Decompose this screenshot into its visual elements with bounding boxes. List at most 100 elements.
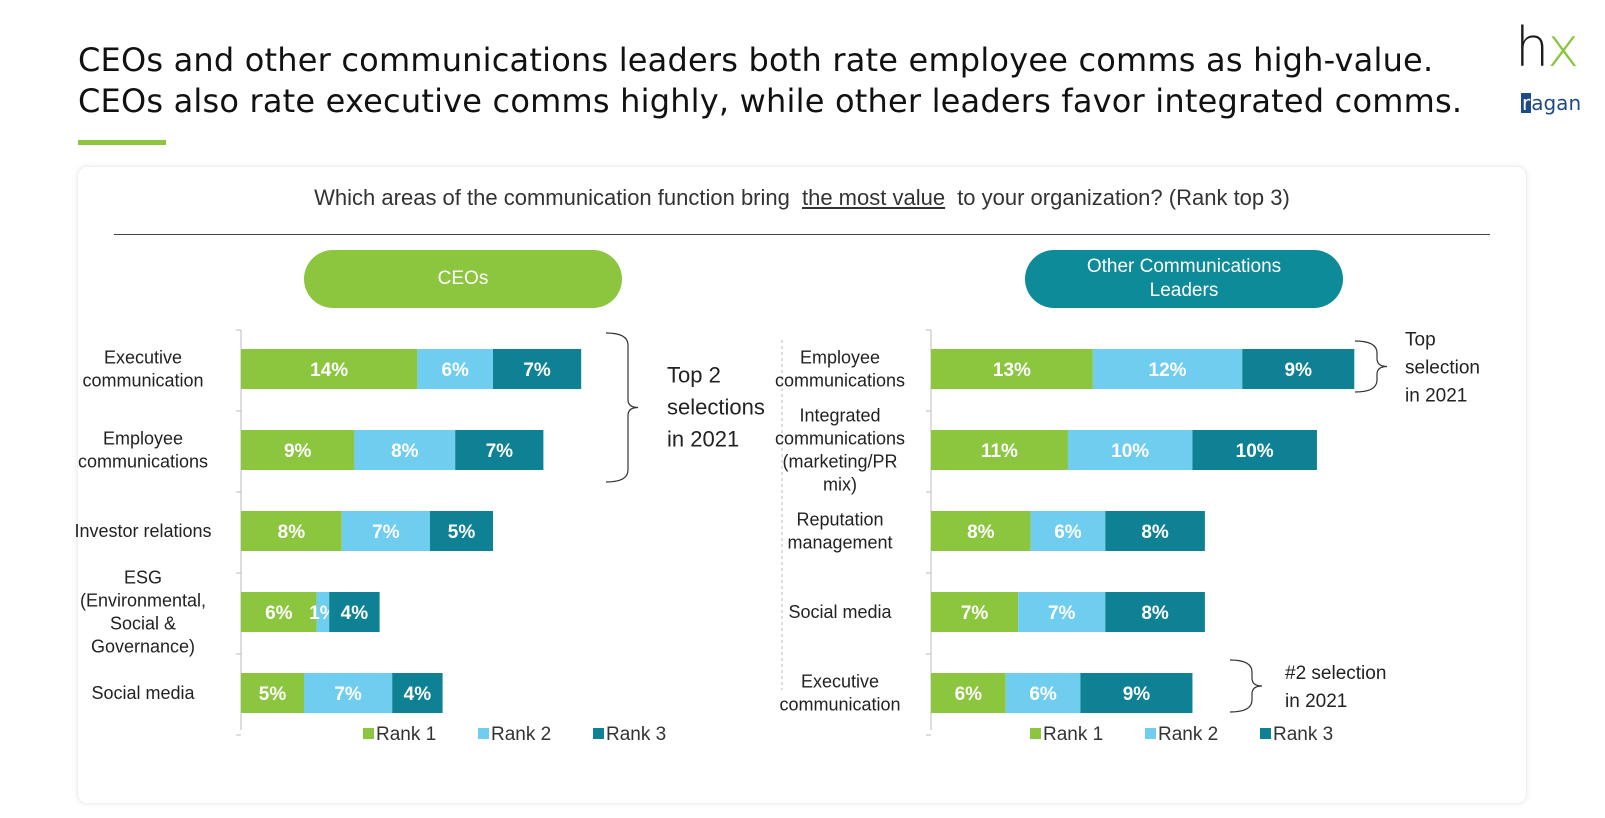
other-annotation-text: in 2021 [1285,691,1347,712]
ceo-bar-segment-rank1 [241,430,355,470]
ceo-legend-swatch [593,728,604,739]
ceo-legend-label: Rank 2 [491,724,551,745]
title-line-2: CEOs also rate executive comms highly, w… [78,82,1463,120]
ceo-annotation-text: Top 2 [667,363,721,388]
other-bar-segment-rank3 [1080,673,1193,713]
ceo-category-label: ESG [124,568,162,588]
other-category-label: mix) [823,475,857,495]
other-annotation-text: selection [1405,358,1480,379]
question-divider [114,234,1490,235]
ceo-bar-segment-rank2 [316,592,330,632]
other-data-label: 11% [981,441,1018,462]
other-category-label: Integrated [799,406,880,426]
other-bar-segment-rank3 [1105,592,1205,632]
other-data-label: 9% [1123,684,1151,705]
other-category-label: management [787,533,892,553]
other-bar-segment-rank2 [1067,430,1193,470]
other-bar-segment-rank1 [931,430,1068,470]
ceo-data-label: 4% [341,603,369,624]
ceo-bar-segment-rank3 [455,430,544,470]
survey-question: Which areas of the communication functio… [314,185,1290,210]
other-data-label: 6% [1054,522,1082,543]
other-bar-segment-rank1 [931,673,1006,713]
other-data-label: 8% [967,522,995,543]
other-data-label: 10% [1236,441,1274,462]
ragan-logo: ragan [1521,91,1582,115]
ceo-legend-label: Rank 1 [376,724,436,745]
ceo-legend-swatch [363,728,374,739]
ceo-bar-segment-rank1 [241,349,418,389]
ceo-annotation-text: selections [667,395,765,420]
ceo-category-label: Social & [110,614,176,634]
other-data-label: 6% [1029,684,1057,705]
ceo-legend-label: Rank 3 [606,724,666,745]
ceo-data-label: 6% [441,360,469,381]
other-legend-swatch [1145,728,1156,739]
ceo-bar-segment-rank3 [392,673,443,713]
ceo-data-label: 14% [310,360,348,381]
other-data-label: 9% [1285,360,1313,381]
ceo-bar-segment-rank2 [354,430,456,470]
hx-logo: hx [1515,16,1579,79]
other-bar-segment-rank1 [931,349,1093,389]
other-category-label: Reputation [796,510,883,530]
ceo-data-label: 7% [372,522,400,543]
other-legend-swatch [1030,728,1041,739]
other-data-label: 7% [961,603,989,624]
ceo-category-label: communication [82,371,203,391]
ceo-data-label: 7% [523,360,551,381]
other-annotation-text: #2 selection [1285,663,1386,684]
ceo-category-label: communications [78,452,208,472]
other-data-label: 8% [1141,522,1169,543]
ceo-category-label: (Environmental, [80,591,206,611]
other-category-label: communications [775,429,905,449]
hx-ragan-logo: hx ragan [1515,18,1597,118]
other-bar-segment-rank3 [1192,430,1317,470]
ceo-category-label: Employee [103,429,183,449]
ceo-data-label: 7% [334,684,362,705]
other-legend-label: Rank 2 [1158,724,1218,745]
ceo-category-label: Governance) [91,637,195,657]
page-title: CEOs and other communications leaders bo… [78,40,1462,122]
other-leaders-panel-header: Other Communications Leaders [1025,250,1343,308]
other-bar-segment-rank2 [1018,592,1106,632]
title-line-1: CEOs and other communications leaders bo… [78,41,1434,79]
ceo-bar-segment-rank2 [341,511,430,551]
ceo-bar-segment-rank3 [329,592,380,632]
other-bar-segment-rank1 [931,592,1019,632]
ceo-legend-swatch [478,728,489,739]
other-category-label: communication [779,695,900,715]
ceo-bar-segment-rank3 [430,511,493,551]
other-data-label: 8% [1141,603,1169,624]
ceo-data-label: 7% [486,441,514,462]
other-bar-segment-rank2 [1005,673,1081,713]
other-category-label: communications [775,371,905,391]
ceo-data-label: 6% [265,603,293,624]
other-data-label: 13% [993,360,1031,381]
ceo-bar-segment-rank1 [241,673,304,713]
other-legend-swatch [1260,728,1271,739]
other-data-label: 12% [1149,360,1187,381]
other-bar-segment-rank2 [1030,511,1106,551]
other-category-label: Executive [801,672,879,692]
ceo-data-label: 9% [284,441,312,462]
ceo-data-label: 8% [391,441,419,462]
other-data-label: 7% [1048,603,1076,624]
ceo-data-label: 5% [259,684,287,705]
other-annotation-text: Top [1405,330,1436,351]
other-legend-label: Rank 3 [1273,724,1333,745]
other-category-label: Social media [788,602,892,622]
other-legend-label: Rank 1 [1043,724,1103,745]
other-bar-segment-rank3 [1105,511,1205,551]
other-bar-segment-rank3 [1242,349,1355,389]
ceo-bar-segment-rank1 [241,511,342,551]
ceo-bar-segment-rank2 [304,673,393,713]
ceo-annotation-text: in 2021 [667,427,739,452]
ceo-category-label: Social media [91,683,195,703]
ceo-data-label: 5% [448,522,476,543]
other-data-label: 6% [955,684,983,705]
other-annotation-bracket [1354,340,1388,393]
ceo-category-label: Investor relations [74,521,211,541]
other-category-label: Employee [800,348,880,368]
